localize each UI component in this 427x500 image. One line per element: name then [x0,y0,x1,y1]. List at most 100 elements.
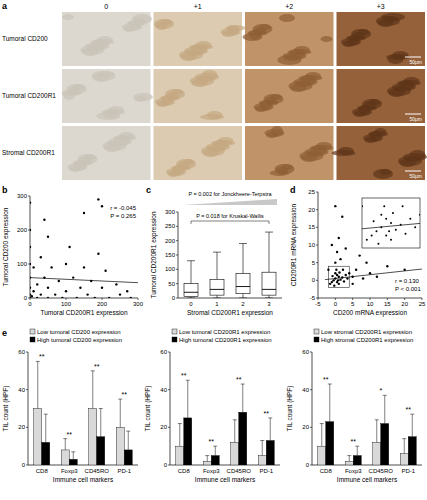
annotation: r = 0.130 [395,278,420,284]
whisker [269,295,270,298]
y-tick [176,298,178,299]
x-tick-label: CD45RO [85,468,110,474]
tissue-texture [190,76,214,86]
y-axis [312,352,313,465]
error-bar [99,409,103,437]
y-tick-label: 20 [308,207,315,213]
x-axis-title: Immune cell markers [195,476,256,483]
point [333,284,335,286]
scale-bar [405,57,421,58]
tissue-texture [290,84,306,92]
whisker [243,244,244,274]
tissue-texture [97,112,121,120]
panel-label: c [146,185,151,195]
point [338,283,340,285]
point [338,237,340,239]
point [30,202,31,204]
legend-label: Low tumoral CD200R1 expression [179,329,270,335]
x-tick-label: 100 [61,301,72,307]
axes: 0204060Immune cell markersTIL count (HPF… [286,349,422,483]
bar [239,412,247,465]
axes: -50510152025-50510152025CD200 mRNA expre… [290,189,426,317]
column-header: +3 [377,3,385,10]
x-tick-label: 0 [28,301,32,307]
y-tick-label: 250 [165,223,176,229]
whisker [243,294,244,298]
x-tick [102,298,103,300]
bar [318,446,326,465]
point [30,263,31,265]
row-label: Tumoral CD200R1 [2,92,56,99]
x-axis-title: Immune cell markers [53,476,114,483]
tissue-texture [243,33,263,41]
point [331,275,333,277]
y-axis-title: TIL count (HPF) [2,386,10,432]
scale-bar-label: 50μm [409,116,422,122]
tissue-texture [301,154,317,162]
point [68,246,70,248]
figure: a0+1+2+3Tumoral CD20050μmTumoral CD200R1… [0,0,427,500]
bar [97,437,105,465]
whisker-cap [187,298,195,299]
point [362,277,364,279]
error-bar [347,456,351,462]
tissue-texture [192,79,208,87]
bar [258,456,266,465]
point [97,198,99,200]
x-tick-label: CD8 [36,468,49,474]
y-axis [28,352,29,465]
ihc-image [337,12,426,66]
y-tick [316,245,318,246]
y-tick-label: 40 [18,387,25,393]
box [236,274,250,294]
bar [326,422,334,465]
tissue-texture [62,14,74,20]
inset-point [385,218,387,220]
point [83,266,85,268]
inset-point [405,233,407,235]
point [331,281,333,283]
scale-bar-label: 50μm [409,59,422,65]
y-tick [310,427,312,428]
point [351,283,353,285]
point [47,287,49,289]
tissue-texture [389,89,405,97]
tissue-texture [200,114,224,120]
bracket [191,221,269,224]
inset-point [388,230,390,232]
point [108,297,110,298]
y-tick [26,389,28,390]
y-tick-label: 15 [308,224,315,230]
point [32,290,34,292]
tissue-texture [81,45,105,55]
x-tick-label: Foxp3 [61,468,78,474]
tissue-texture [376,16,400,26]
x-tick-label: 1 [215,301,219,307]
row-label: Tumoral CD200 [2,35,48,42]
tissue-texture [222,31,234,37]
tissue-texture [278,55,302,65]
ihc-image [154,126,243,180]
tissue-texture [373,169,393,179]
legend-swatch [30,329,35,334]
annotation: r = -0.045 [110,205,137,211]
point [355,269,357,271]
tissue-texture [388,54,404,64]
legend-label: High tumoral CD200R1 expression [179,337,272,343]
tissue-texture [321,36,333,42]
x-axis-title: CD200 mRNA expression [333,309,407,317]
tissue-texture [133,93,153,101]
point [386,265,388,267]
point [61,297,63,298]
point [336,251,338,253]
x-tick-label: CD45RO [369,468,394,474]
significance: ** [264,410,270,417]
tissue-texture [300,151,324,161]
point [343,280,345,282]
ihc-image [62,12,151,66]
y-axis-title: Tumoral CD200R1 expression [150,211,158,299]
point [36,297,38,298]
error-bar [233,420,237,443]
y-axis-title: Tumoral CD200 expression [2,207,10,286]
point [76,297,78,298]
